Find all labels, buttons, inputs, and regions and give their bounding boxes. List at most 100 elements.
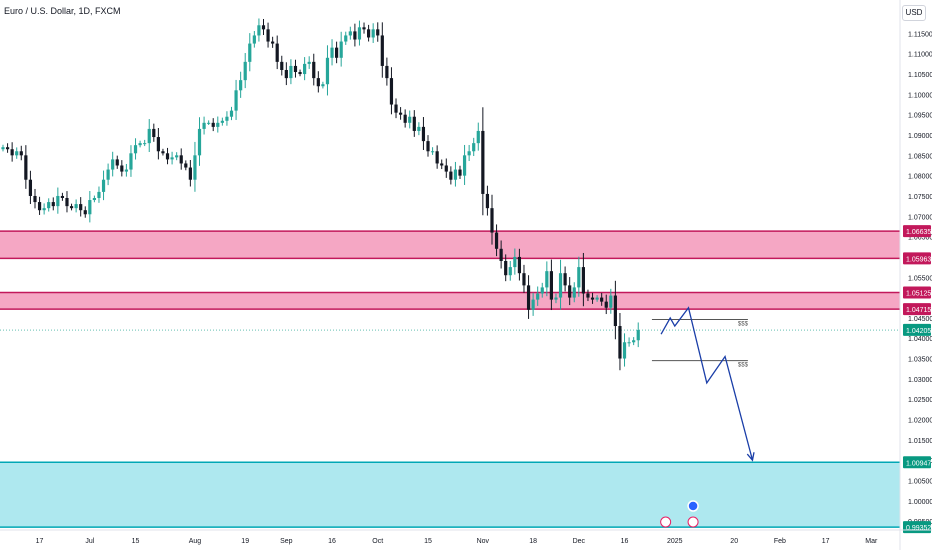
candle <box>613 280 617 340</box>
price-tick-label: 1.04000 <box>908 336 932 343</box>
candle <box>389 67 394 115</box>
candle <box>481 107 485 216</box>
time-tick-label: 19 <box>241 538 249 545</box>
candle-body <box>394 104 398 113</box>
candle-body <box>74 204 78 209</box>
candle-body <box>252 35 256 44</box>
candle-body <box>266 29 270 42</box>
candle-body <box>581 267 585 294</box>
candle <box>408 110 412 129</box>
resistance-zone[interactable] <box>0 231 900 259</box>
candle-body <box>147 128 151 144</box>
time-tick-label: 17 <box>36 538 44 545</box>
price-level-badge[interactable] <box>903 286 931 299</box>
price-axis[interactable]: 1.11500 1.11000 1.10500 1.10000 1.09500 1.090… <box>899 0 932 550</box>
candle <box>316 71 320 93</box>
candle-body <box>321 84 325 87</box>
candle-body <box>472 143 476 152</box>
candle-body <box>115 159 119 166</box>
price-level-badge[interactable] <box>903 303 931 316</box>
economic-event-icon[interactable] <box>687 500 699 512</box>
support-zone[interactable] <box>0 462 900 528</box>
candle-body <box>207 122 211 124</box>
candle <box>531 292 535 316</box>
candle-body <box>545 271 549 288</box>
candle <box>152 123 156 142</box>
candle <box>444 158 448 178</box>
candle <box>426 135 430 157</box>
candle <box>261 18 266 36</box>
candle-body <box>289 65 293 79</box>
candle <box>156 128 160 160</box>
price-level-badge[interactable] <box>903 323 931 336</box>
candle <box>175 152 179 161</box>
time-tick-label: Mar <box>865 538 878 545</box>
candle-body <box>563 273 567 286</box>
candle <box>88 190 92 223</box>
candle-body <box>572 287 576 298</box>
candle-body <box>536 293 540 300</box>
candle-body <box>609 295 613 308</box>
candle-body <box>481 130 485 194</box>
flag-event-icon[interactable] <box>687 516 699 528</box>
price-level-badge[interactable] <box>903 456 931 469</box>
price-tick-label: 1.05500 <box>908 275 932 282</box>
candle-body <box>129 153 133 170</box>
candle-body <box>179 155 183 164</box>
candle <box>494 224 499 257</box>
candle <box>284 62 288 86</box>
candle-body <box>184 163 188 168</box>
candle-body <box>234 90 238 111</box>
candle-body <box>526 285 531 310</box>
candle <box>92 195 96 203</box>
candle-body <box>120 165 124 172</box>
candle-body <box>106 169 110 180</box>
candle-body <box>271 41 275 44</box>
dividend-lightning-icon[interactable] <box>660 516 672 528</box>
candle <box>257 18 261 42</box>
candle <box>330 39 334 66</box>
candle <box>604 294 608 315</box>
candle <box>490 194 494 245</box>
candle <box>595 295 599 302</box>
candle <box>622 333 627 367</box>
price-level-badge[interactable] <box>903 252 931 265</box>
price-tick-label: 1.02500 <box>908 397 932 404</box>
candle-body <box>485 193 490 209</box>
candle <box>239 71 243 98</box>
candle <box>558 259 563 310</box>
candle <box>357 20 362 46</box>
candle <box>536 286 540 306</box>
candle <box>37 196 42 215</box>
candle-body <box>225 116 229 121</box>
candle <box>526 275 531 319</box>
projection-path[interactable] <box>660 306 754 461</box>
candle-body <box>531 299 535 310</box>
candle-body <box>202 122 206 129</box>
candle <box>220 117 224 126</box>
price-tick-label: 1.06500 <box>908 235 932 242</box>
currency-button[interactable]: USD <box>902 5 926 21</box>
candle-body <box>586 293 590 298</box>
candle <box>79 197 83 217</box>
candle-body <box>37 202 42 211</box>
candle-body <box>316 78 320 87</box>
price-level-badge[interactable] <box>903 225 931 238</box>
candle-body <box>389 78 394 105</box>
candle <box>467 144 471 162</box>
resistance-zone[interactable] <box>0 292 900 310</box>
candle <box>321 81 325 89</box>
candle <box>545 261 549 297</box>
candle-body <box>522 273 526 286</box>
candle <box>115 155 119 169</box>
candle-body <box>275 43 279 62</box>
candle <box>65 191 69 213</box>
candle-body <box>344 35 348 42</box>
price-tick-label: 1.03000 <box>908 377 932 384</box>
candle <box>554 293 558 304</box>
time-axis[interactable]: 17 Jul 15 Aug 19 Sep 16 Oct 15 Nov 18 Dec 16 2025 20 Fe… <box>0 529 932 545</box>
liquidity-label: $$$ <box>738 322 749 328</box>
candle-body <box>293 65 298 73</box>
candle <box>472 137 476 157</box>
